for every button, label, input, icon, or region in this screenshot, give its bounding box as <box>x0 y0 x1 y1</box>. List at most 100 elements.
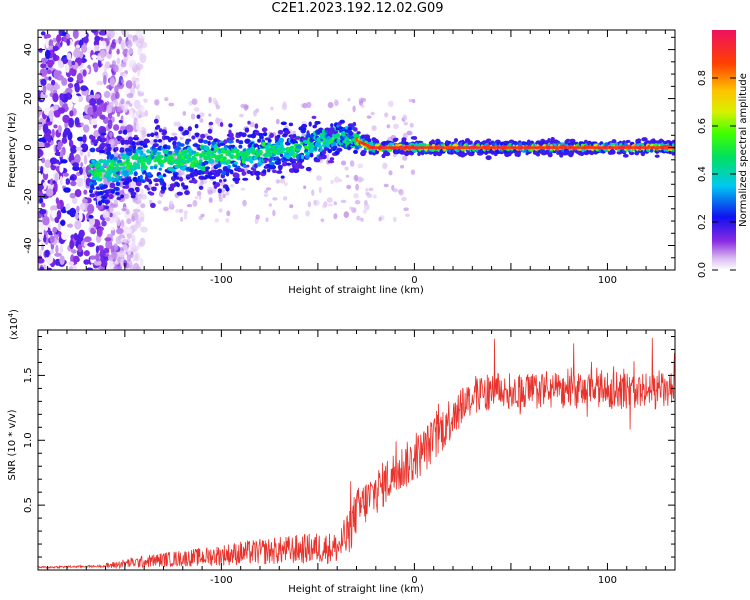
heatmap-cell <box>49 249 55 254</box>
heatmap-cell <box>127 34 133 39</box>
heatmap-cell <box>100 49 106 59</box>
heatmap-cell <box>340 160 347 166</box>
heatmap-cell <box>94 35 101 43</box>
colorbar-tick-label: 0.0 <box>697 262 708 278</box>
heatmap-cell <box>41 57 48 64</box>
heatmap-cell <box>309 152 314 158</box>
heatmap-cell <box>84 241 87 248</box>
heatmap-cell <box>225 218 230 223</box>
heatmap-cell <box>303 185 307 189</box>
heatmap-cell <box>109 77 116 87</box>
heatmap-cell <box>579 151 585 156</box>
heatmap-cell <box>159 163 164 168</box>
heatmap-cell <box>74 154 81 164</box>
heatmap-ridge-layer <box>87 114 675 219</box>
heatmap-cell <box>412 136 418 140</box>
heatmap-cell <box>169 137 175 141</box>
heatmap-cell <box>135 229 141 235</box>
svg-text:(x104): (x104) <box>7 309 20 340</box>
heatmap-cell <box>131 234 136 243</box>
heatmap-cell <box>196 190 202 197</box>
heatmap-cell <box>349 131 354 136</box>
heatmap-cell <box>79 30 87 38</box>
heatmap-cell <box>79 202 86 211</box>
heatmap-cell <box>367 138 372 142</box>
heatmap-cell <box>52 226 58 233</box>
heatmap-cell <box>180 216 184 222</box>
heatmap-cell <box>636 138 642 143</box>
heatmap-cell <box>100 259 108 268</box>
heatmap-cell <box>134 99 141 110</box>
heatmap-cell <box>453 138 459 143</box>
heatmap-cell <box>272 197 278 201</box>
heatmap-cell <box>177 121 181 127</box>
heatmap-cell <box>154 99 160 106</box>
heatmap-cell <box>272 169 277 174</box>
heatmap-cell <box>128 181 137 189</box>
heatmap-cell <box>82 36 89 44</box>
heatmap-cell <box>278 137 285 143</box>
snr-multiplier-close: ) <box>9 309 20 313</box>
heatmap-cell <box>83 189 88 195</box>
heatmap-cell <box>629 151 635 156</box>
heatmap-cell <box>119 166 123 170</box>
heatmap-cell <box>54 258 61 266</box>
heatmap-cell <box>210 176 217 180</box>
heatmap-cell <box>347 123 354 128</box>
heatmap-cell <box>160 185 167 191</box>
heatmap-cell <box>55 244 59 254</box>
heatmap-cell <box>187 126 192 132</box>
heatmap-cell <box>125 80 133 89</box>
heatmap-cell <box>207 140 211 146</box>
heatmap-cell <box>354 174 359 182</box>
heatmap-cell <box>144 110 149 117</box>
heatmap-cell <box>468 140 473 145</box>
heatmap-cell <box>103 247 110 254</box>
heatmap-cell <box>43 234 47 243</box>
heatmap-cell <box>336 147 343 152</box>
heatmap-cell <box>193 158 198 164</box>
heatmap-cell <box>68 139 74 148</box>
heatmap-cell <box>401 196 407 202</box>
heatmap-cell <box>345 174 350 178</box>
heatmap-cell <box>97 177 103 182</box>
heatmap-cell <box>352 127 358 132</box>
heatmap-cell <box>135 120 140 130</box>
heatmap-cell <box>239 113 244 118</box>
heatmap-cell <box>300 154 305 160</box>
heatmap-cell <box>65 64 70 73</box>
heatmap-cell <box>89 189 93 194</box>
heatmap-cell <box>80 143 89 153</box>
heatmap-cell <box>50 205 58 212</box>
heatmap-cell <box>366 115 372 119</box>
heatmap-cell <box>57 141 64 148</box>
heatmap-cell <box>90 118 98 126</box>
heatmap-cell <box>74 117 80 126</box>
heatmap-cell <box>116 217 121 227</box>
heatmap-cell <box>547 152 553 158</box>
heatmap-cell <box>95 162 102 167</box>
heatmap-cell <box>318 144 323 150</box>
heatmap-noise-layer <box>38 30 416 270</box>
heatmap-cell <box>386 124 391 129</box>
heatmap-cell <box>90 147 96 153</box>
heatmap-cell <box>97 245 104 251</box>
heatmap-cell <box>75 212 79 221</box>
heatmap-cell <box>57 125 62 133</box>
heatmap-cell <box>225 191 230 196</box>
heatmap-cell <box>138 38 145 43</box>
heatmap-cell <box>222 156 227 161</box>
heatmap-cell <box>135 266 142 270</box>
heatmap-cell <box>71 94 79 104</box>
heatmap-cell <box>122 102 129 113</box>
heatmap-cell <box>330 179 334 185</box>
heatmap-cell <box>640 151 646 157</box>
heatmap-cell <box>125 208 130 215</box>
heatmap-cell <box>127 246 132 256</box>
heatmap-cell <box>625 139 631 144</box>
heatmap-cell <box>56 34 62 43</box>
heatmap-cell <box>113 124 120 131</box>
heatmap-ylabel: Frequency (Hz) <box>7 112 18 188</box>
heatmap-cell <box>129 200 135 210</box>
heatmap-cell <box>46 69 52 75</box>
